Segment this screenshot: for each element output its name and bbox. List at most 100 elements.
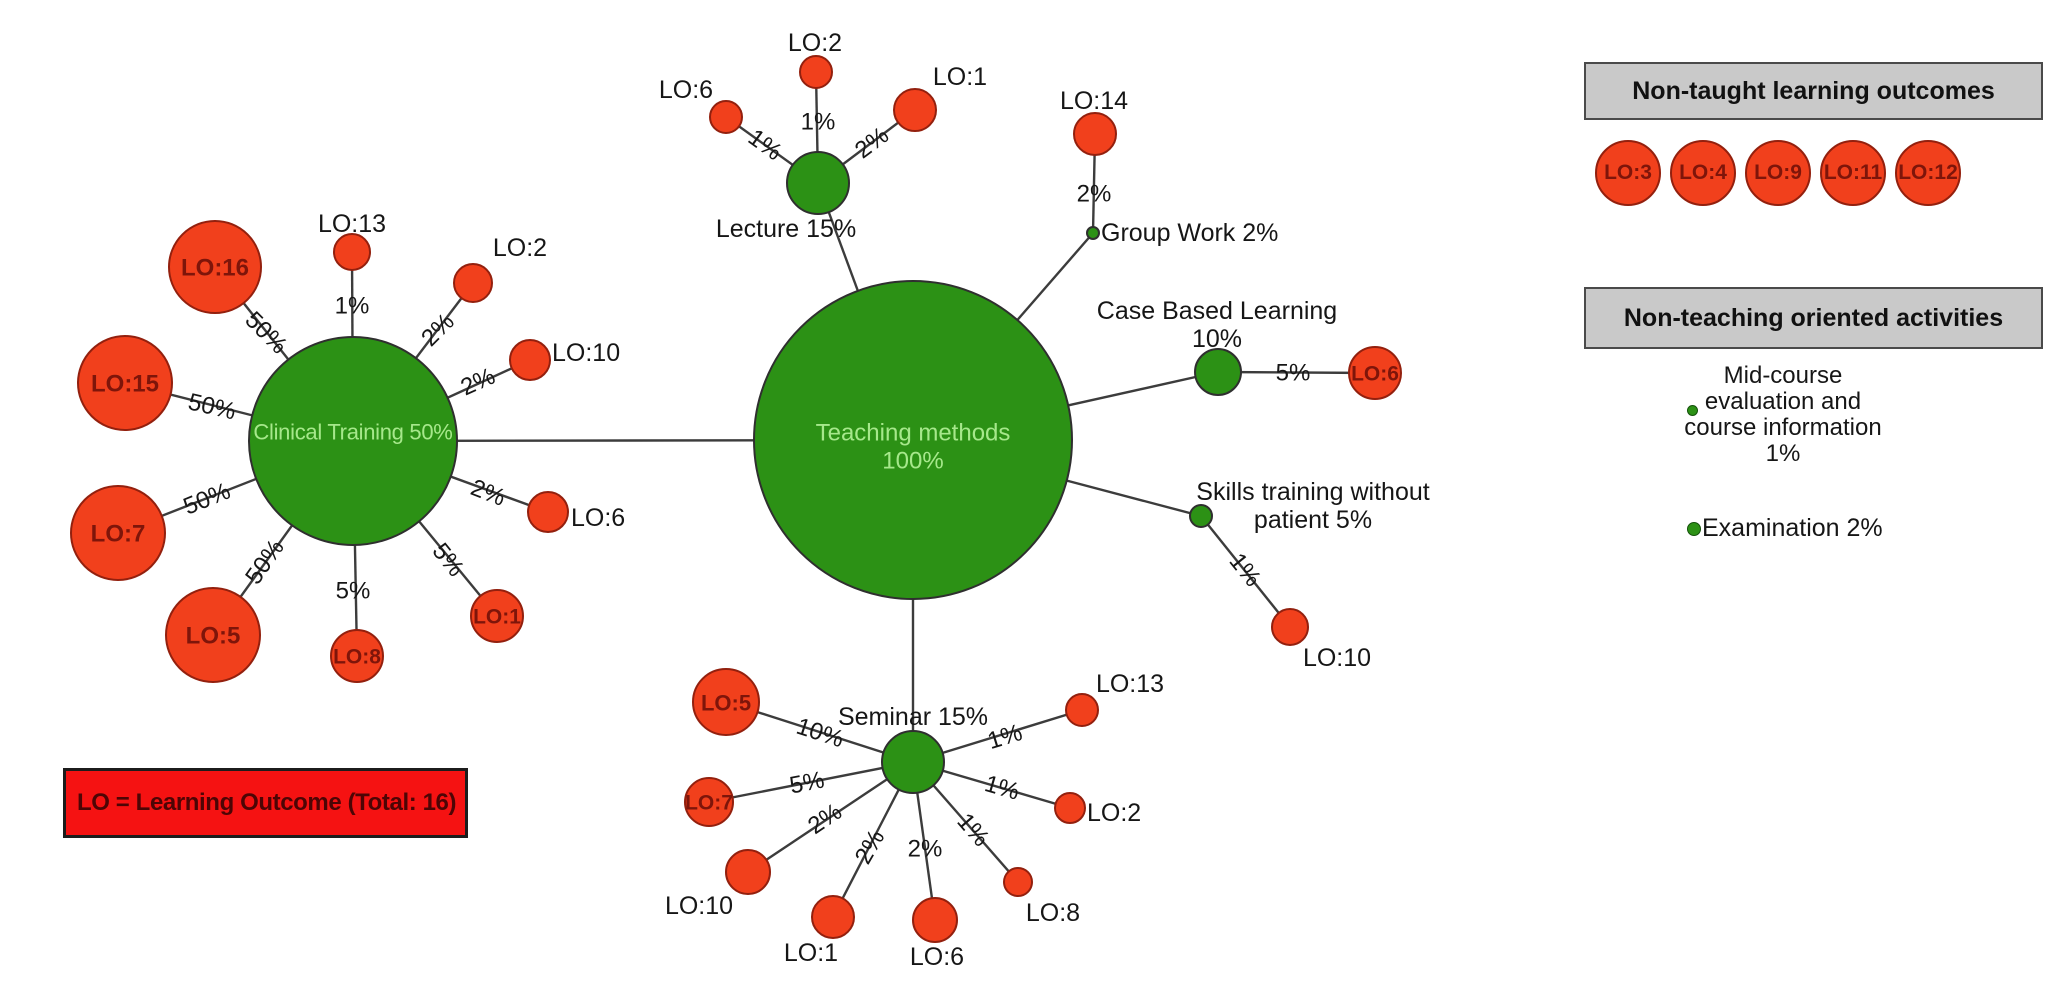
node-outcome-lo1 (893, 88, 937, 132)
outcome-lo2-weight-label: 2% (416, 308, 460, 352)
seminar-label: Seminar 15% (838, 703, 988, 731)
outcome-lo7-label: LO:7 (91, 521, 146, 548)
node-outcome-lo6 (709, 100, 743, 134)
outcome-lo7-label: LO:7 (685, 792, 733, 815)
node-outcome-lo6 (1348, 346, 1402, 400)
outcome-lo6-weight-label: 2% (908, 836, 943, 863)
mid-course-line: course information (1684, 414, 1882, 441)
outcome-lo8-label: LO:8 (333, 646, 381, 669)
examination-label: Examination 2% (1702, 514, 1883, 542)
node-outcome-lo10 (1271, 608, 1309, 646)
outcome-lo6-weight-label: 2% (467, 474, 509, 512)
outcome-lo7-weight-label: 5% (787, 766, 826, 799)
teaching-methods-label: 100% (882, 448, 943, 475)
outcome-lo6-label: LO:6 (1351, 363, 1399, 386)
outcome-lo13-label: LO:13 (318, 210, 386, 238)
outcome-lo5-label: LO:5 (701, 691, 751, 716)
node-group-work (1086, 226, 1100, 240)
mid-course-entry: Mid-course evaluation and course informa… (1677, 363, 1889, 467)
node-outcome-lo8 (1003, 867, 1033, 897)
outcome-lo16-label: LO:16 (181, 255, 249, 282)
outcome-lo1-label: LO:1 (933, 63, 987, 91)
node-outcome-lo6 (527, 491, 569, 533)
examination-dot-icon (1687, 521, 1701, 536)
node-outcome-lo13 (1065, 693, 1099, 727)
node-clinical-training (248, 336, 458, 546)
outcome-lo10-weight-label: 1% (1224, 548, 1267, 592)
non-taught-lo-circle: LO:4 (1670, 140, 1736, 206)
node-outcome-lo7 (684, 777, 734, 827)
outcome-lo1-weight-label: 2% (850, 825, 891, 869)
outcome-lo8-weight-label: 5% (336, 578, 371, 605)
edge-skills-training-without-patient-lo10 (1200, 515, 1291, 628)
skills-training-without-patient-label: patient 5% (1254, 506, 1372, 534)
node-seminar (881, 730, 945, 794)
outcome-lo6-weight-label: 1% (743, 124, 787, 166)
outcome-lo2-label: LO:2 (788, 29, 842, 57)
node-outcome-lo2 (1054, 792, 1086, 824)
mid-course-line: 1% (1765, 440, 1801, 467)
node-outcome-lo5 (165, 587, 261, 683)
node-outcome-lo1 (811, 895, 855, 939)
outcome-lo13-label: LO:13 (1096, 670, 1164, 698)
outcome-lo15-weight-label: 50% (186, 388, 239, 425)
non-taught-lo-row: LO:3 LO:4 LO:9 LO:11 LO:12 (1595, 140, 1961, 206)
outcome-lo1-weight-label: 2% (850, 122, 894, 164)
node-outcome-lo2 (799, 55, 833, 89)
non-taught-lo-circle: LO:12 (1895, 140, 1961, 206)
teaching-methods-label: Teaching methods (816, 420, 1011, 447)
node-teaching-methods (753, 280, 1073, 600)
node-case-based-learning (1194, 348, 1242, 396)
non-taught-lo-circle: LO:9 (1745, 140, 1811, 206)
mid-course-dot-icon (1687, 405, 1698, 416)
non-taught-lo-circle: LO:3 (1595, 140, 1661, 206)
case-based-learning-label: Case Based Learning (1097, 297, 1337, 325)
outcome-lo6-label: LO:6 (571, 504, 625, 532)
node-outcome-lo16 (168, 220, 262, 314)
case-based-learning-label: 10% (1192, 325, 1242, 353)
non-teaching-legend-title: Non-teaching oriented activities (1623, 303, 2004, 332)
lo-note-box: LO = Learning Outcome (Total: 16) (63, 768, 468, 838)
outcome-lo2-weight-label: 1% (982, 770, 1023, 806)
node-outcome-lo14 (1073, 112, 1117, 156)
node-outcome-lo7 (70, 485, 166, 581)
node-outcome-lo1 (470, 589, 524, 643)
outcome-lo10-label: LO:10 (552, 339, 620, 367)
lecture-label: Lecture 15% (716, 215, 856, 243)
outcome-lo6-weight-label: 5% (1276, 360, 1311, 387)
outcome-lo13-weight-label: 1% (335, 293, 370, 320)
outcome-lo2-label: LO:2 (1087, 799, 1141, 827)
outcome-lo2-label: LO:2 (493, 234, 547, 262)
node-outcome-lo15 (77, 335, 173, 431)
outcome-lo6-label: LO:6 (910, 943, 964, 971)
node-lecture (786, 151, 850, 215)
node-outcome-lo13 (333, 233, 371, 271)
outcome-lo13-weight-label: 1% (984, 719, 1025, 755)
outcome-lo10-label: LO:10 (1303, 644, 1371, 672)
outcome-lo1-label: LO:1 (473, 606, 521, 629)
edge-seminar-lo10 (747, 761, 914, 873)
outcome-lo5-label: LO:5 (186, 623, 241, 650)
mid-course-line: Mid-course (1723, 362, 1843, 389)
lo-note-text: LO = Learning Outcome (Total: 16) (77, 789, 457, 816)
outcome-lo7-weight-label: 50% (180, 477, 235, 520)
node-skills-training-without-patient (1189, 504, 1213, 528)
skills-training-without-patient-label: Skills training without (1196, 478, 1429, 506)
examination-entry: Examination 2% (1687, 514, 1883, 543)
outcome-lo5-weight-label: 50% (240, 535, 290, 590)
outcome-lo10-weight-label: 2% (803, 798, 847, 840)
outcome-lo1-label: LO:1 (784, 939, 838, 967)
non-taught-legend-title: Non-taught learning outcomes (1632, 76, 1995, 105)
outcome-lo10-weight-label: 2% (457, 363, 500, 402)
non-taught-legend-box: Non-taught learning outcomes (1584, 62, 2043, 120)
node-outcome-lo5 (692, 668, 760, 736)
node-outcome-lo6 (912, 897, 958, 943)
non-teaching-legend-box: Non-teaching oriented activities (1584, 287, 2043, 349)
outcome-lo15-label: LO:15 (91, 371, 159, 398)
clinical-training-label: Clinical Training 50% (253, 420, 452, 445)
node-outcome-lo2 (453, 263, 493, 303)
mid-course-line: evaluation and (1704, 388, 1862, 415)
outcome-lo14-label: LO:14 (1060, 87, 1128, 115)
